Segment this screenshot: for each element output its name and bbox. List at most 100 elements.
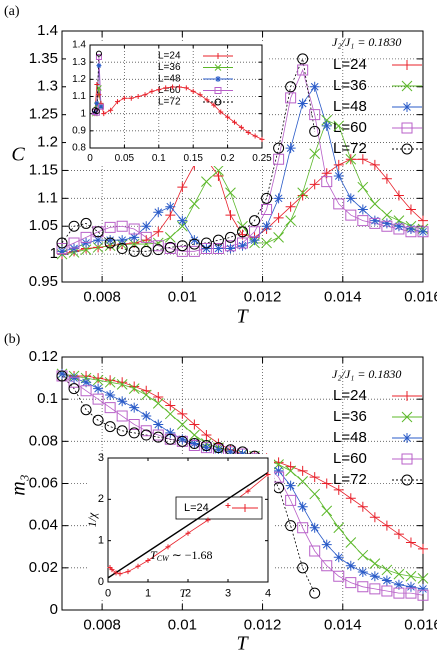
marker	[273, 465, 284, 476]
marker	[212, 234, 224, 246]
marker	[285, 465, 296, 477]
marker	[273, 212, 284, 223]
marker	[129, 232, 140, 243]
legend-marker	[214, 87, 222, 94]
marker	[189, 235, 200, 246]
annotation: TCW ∼ −1.68	[150, 548, 213, 563]
marker	[94, 100, 100, 106]
marker	[176, 240, 188, 252]
marker	[345, 209, 357, 221]
y-tick-label: 1.35	[29, 50, 58, 67]
y-tick-label: 0.04	[29, 517, 58, 534]
legend-marker	[401, 80, 413, 92]
legend-label: L=48	[333, 98, 367, 115]
marker	[249, 226, 261, 238]
marker	[165, 201, 176, 212]
y-tick-label: 1.2	[72, 74, 86, 85]
marker	[369, 571, 380, 582]
marker	[92, 374, 104, 386]
marker	[369, 512, 380, 523]
marker	[68, 383, 80, 395]
marker	[309, 81, 320, 92]
marker	[357, 581, 369, 593]
y-tick-label: 1.15	[29, 161, 58, 178]
marker	[237, 237, 248, 249]
marker	[345, 153, 357, 165]
marker	[93, 235, 104, 246]
annotation: J₂/J₁ = 0.1830	[332, 35, 401, 49]
legend-label: L=24	[333, 56, 367, 73]
marker	[93, 383, 104, 394]
legend-label: L=36	[333, 77, 367, 94]
marker	[201, 243, 212, 254]
plot-frame	[61, 356, 424, 611]
marker	[135, 94, 141, 99]
marker	[321, 176, 333, 188]
marker	[249, 215, 261, 227]
y-tick-label: 0.95	[29, 273, 58, 290]
marker	[128, 223, 140, 235]
legend-label: L=36	[333, 408, 367, 425]
marker	[405, 537, 416, 548]
marker	[212, 442, 224, 454]
marker	[140, 231, 152, 243]
marker	[93, 108, 100, 115]
marker	[369, 159, 380, 170]
marker	[225, 446, 236, 457]
marker	[285, 461, 296, 472]
marker	[309, 472, 320, 483]
marker	[177, 408, 188, 419]
marker	[418, 215, 428, 226]
marker	[309, 545, 321, 557]
x-tick-label: 0.016	[404, 289, 437, 306]
marker	[225, 243, 236, 254]
marker	[231, 119, 237, 125]
marker	[69, 373, 80, 384]
marker	[141, 221, 152, 232]
marker	[177, 434, 188, 445]
marker	[381, 173, 392, 184]
marker	[212, 243, 224, 255]
marker	[333, 522, 345, 534]
marker	[92, 393, 104, 405]
marker	[164, 241, 176, 253]
legend-marker	[401, 411, 413, 423]
y-tick-label: 1	[98, 535, 104, 547]
marker	[176, 84, 182, 90]
legend-label: L=24	[158, 51, 181, 62]
legend-label: L=60	[333, 450, 367, 467]
marker	[297, 98, 308, 109]
marker	[224, 240, 236, 252]
marker	[297, 476, 309, 487]
marker	[164, 433, 176, 445]
marker	[273, 232, 284, 243]
y-tick-label: 0	[98, 576, 104, 588]
legend-label: L=60	[158, 85, 181, 96]
marker	[321, 505, 333, 517]
marker	[104, 221, 116, 233]
x-tick-label: 0.25	[252, 153, 272, 164]
marker	[393, 221, 404, 232]
marker	[164, 243, 176, 255]
marker	[152, 431, 164, 443]
x-axis-label: T	[236, 306, 249, 328]
annotation-part: CW	[157, 554, 170, 563]
marker	[188, 245, 200, 257]
y-axis-label: 1/χ	[85, 512, 99, 527]
marker	[81, 377, 92, 388]
marker	[393, 190, 404, 201]
marker	[333, 171, 344, 182]
marker	[201, 442, 212, 453]
marker	[237, 220, 248, 232]
y-tick-label: 1	[50, 245, 58, 262]
marker	[170, 84, 176, 90]
y-tick-label: 0	[50, 601, 58, 618]
marker	[200, 440, 212, 452]
marker	[153, 392, 164, 403]
annotation-part: T	[150, 548, 158, 562]
legend-label: L=48	[333, 429, 367, 446]
y-tick-label: 1.4	[72, 40, 86, 51]
marker	[381, 218, 392, 229]
marker	[309, 522, 320, 533]
marker	[357, 501, 368, 512]
